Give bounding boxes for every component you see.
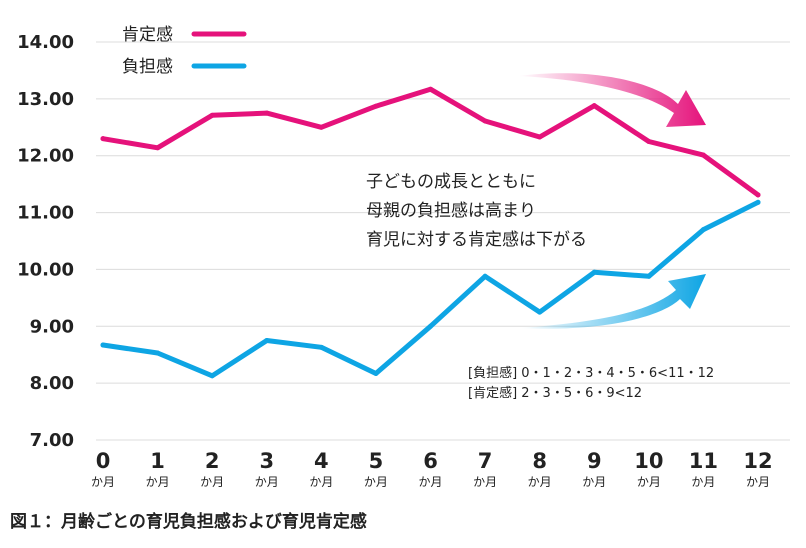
data-point bbox=[209, 373, 215, 379]
x-tick-label: 1 bbox=[150, 449, 165, 473]
data-point bbox=[646, 139, 652, 144]
y-axis: 7.00 8.00 9.00 10.00 11.00 12.00 13.00 14.00 bbox=[17, 32, 74, 451]
data-point bbox=[155, 350, 161, 356]
x-tick-unit: か月 bbox=[528, 475, 552, 489]
x-tick-label: 11 bbox=[689, 449, 718, 473]
legend-label-burden: 負担感 bbox=[122, 57, 173, 77]
data-point bbox=[700, 152, 706, 158]
data-point bbox=[264, 338, 270, 343]
x-tick-label: 4 bbox=[314, 449, 329, 473]
data-point bbox=[700, 227, 706, 233]
x-tick-unit: か月 bbox=[91, 475, 115, 489]
x-tick-unit: か月 bbox=[473, 475, 497, 489]
x-tick-label: 7 bbox=[478, 449, 493, 473]
blue-trend-arrow bbox=[520, 274, 706, 329]
y-tick-label: 13.00 bbox=[17, 89, 74, 110]
annotation-line-1: 子どもの成長とともに bbox=[366, 172, 536, 192]
data-point bbox=[318, 124, 324, 130]
data-point bbox=[209, 112, 215, 118]
data-point bbox=[482, 118, 488, 124]
x-tick-label: 0 bbox=[96, 449, 111, 473]
x-tick-unit: か月 bbox=[200, 475, 224, 489]
x-tick-label: 5 bbox=[369, 449, 384, 473]
annotation-line-2: 母親の負担感は高まり bbox=[366, 201, 536, 221]
legend-label-positive: 肯定感 bbox=[122, 25, 173, 45]
data-point bbox=[318, 344, 324, 350]
x-tick-label: 8 bbox=[532, 449, 547, 473]
x-tick-unit: か月 bbox=[691, 475, 715, 489]
legend: 肯定感 負担感 bbox=[122, 25, 247, 77]
data-point bbox=[100, 342, 106, 348]
data-point bbox=[591, 269, 597, 275]
data-point bbox=[755, 199, 761, 205]
pink-trend-arrow bbox=[518, 73, 706, 127]
x-tick-unit: か月 bbox=[582, 475, 606, 489]
x-tick-unit: か月 bbox=[309, 475, 333, 489]
y-tick-label: 10.00 bbox=[17, 259, 74, 280]
x-tick-label: 12 bbox=[743, 449, 772, 473]
x-tick-unit: か月 bbox=[255, 475, 279, 489]
data-point bbox=[155, 145, 161, 151]
data-point bbox=[537, 309, 543, 315]
data-point bbox=[755, 192, 761, 198]
x-tick-unit: か月 bbox=[746, 475, 770, 489]
series-line-burden bbox=[100, 199, 761, 379]
note-burden: [負担感] 0・1・2・3・4・5・6<11・12 bbox=[468, 365, 714, 381]
y-tick-label: 9.00 bbox=[30, 316, 74, 337]
annotation: 子どもの成長とともに 母親の負担感は高まり 育児に対する肯定感は下がる bbox=[366, 172, 587, 250]
x-tick-unit: か月 bbox=[637, 475, 661, 489]
y-tick-label: 11.00 bbox=[17, 203, 74, 224]
data-point bbox=[100, 136, 106, 142]
x-axis: 0 か月 1 か月 2 か月 3 か月 4 か月 5 か月 6 か月 7 か月 8 か月 9 か月 10 か月 11 か月 12… bbox=[91, 449, 773, 489]
x-tick-label: 10 bbox=[634, 449, 663, 473]
data-point bbox=[373, 103, 379, 109]
series-layer bbox=[100, 86, 761, 379]
significance-notes: [負担感] 0・1・2・3・4・5・6<11・12 [肯定感] 2・3・5・6・… bbox=[468, 365, 714, 401]
annotation-line-3: 育児に対する肯定感は下がる bbox=[366, 230, 587, 250]
data-point bbox=[646, 273, 652, 279]
x-tick-label: 2 bbox=[205, 449, 220, 473]
note-positive: [肯定感] 2・3・5・6・9<12 bbox=[468, 385, 642, 401]
data-point bbox=[264, 110, 270, 116]
x-tick-unit: か月 bbox=[364, 475, 388, 489]
y-tick-label: 8.00 bbox=[30, 373, 74, 394]
x-tick-label: 9 bbox=[587, 449, 602, 473]
data-point bbox=[428, 86, 433, 92]
data-point bbox=[537, 134, 543, 140]
x-tick-label: 3 bbox=[259, 449, 274, 473]
figure-caption: 図１：月齢ごとの育児負担感および育児肯定感 bbox=[10, 511, 367, 532]
y-tick-label: 7.00 bbox=[30, 430, 74, 451]
y-tick-label: 12.00 bbox=[17, 146, 74, 167]
x-tick-unit: か月 bbox=[418, 475, 442, 489]
grid-lines bbox=[96, 41, 790, 441]
data-point bbox=[482, 273, 488, 279]
y-tick-label: 14.00 bbox=[17, 32, 74, 53]
x-tick-unit: か月 bbox=[146, 475, 170, 489]
data-point bbox=[373, 370, 379, 376]
data-point bbox=[591, 103, 597, 109]
data-point bbox=[428, 323, 433, 329]
x-tick-label: 6 bbox=[423, 449, 438, 473]
